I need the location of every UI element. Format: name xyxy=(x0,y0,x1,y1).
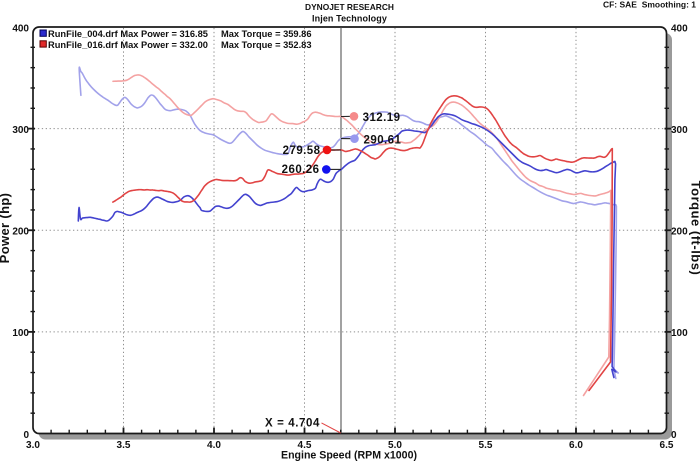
svg-text:279.58: 279.58 xyxy=(283,145,321,157)
svg-text:100: 100 xyxy=(671,328,688,339)
svg-text:5.0: 5.0 xyxy=(388,440,402,451)
svg-text:0: 0 xyxy=(23,430,29,441)
svg-text:DYNOJET RESEARCH: DYNOJET RESEARCH xyxy=(305,2,394,12)
svg-text:6.5: 6.5 xyxy=(660,440,674,451)
svg-text:312.19: 312.19 xyxy=(363,112,401,124)
svg-text:Torque (ft-lbs): Torque (ft-lbs) xyxy=(689,181,700,276)
svg-text:CF: SAE Smoothing: 1: CF: SAE Smoothing: 1 xyxy=(603,0,696,10)
svg-text:X = 4.704: X = 4.704 xyxy=(265,417,320,429)
svg-text:200: 200 xyxy=(671,227,688,238)
svg-text:3.0: 3.0 xyxy=(26,440,40,451)
svg-text:RunFile_004.drf Max Power = 31: RunFile_004.drf Max Power = 316.85 xyxy=(48,29,208,39)
svg-text:290.61: 290.61 xyxy=(364,134,402,146)
svg-text:4.0: 4.0 xyxy=(207,440,221,451)
svg-text:300: 300 xyxy=(12,125,29,136)
svg-text:Max Torque = 359.86: Max Torque = 359.86 xyxy=(221,29,312,39)
svg-text:Engine Speed (RPM x1000): Engine Speed (RPM x1000) xyxy=(281,449,417,461)
svg-text:4.5: 4.5 xyxy=(298,440,312,451)
svg-text:Power (hp): Power (hp) xyxy=(0,193,12,264)
svg-text:3.5: 3.5 xyxy=(117,440,131,451)
svg-text:400: 400 xyxy=(671,23,688,34)
svg-text:400: 400 xyxy=(12,23,29,34)
svg-text:300: 300 xyxy=(671,125,688,136)
svg-text:Injen Technology: Injen Technology xyxy=(312,13,387,23)
svg-text:260.26: 260.26 xyxy=(282,164,320,176)
svg-text:Max Torque = 352.83: Max Torque = 352.83 xyxy=(221,40,312,50)
svg-text:100: 100 xyxy=(12,328,29,339)
svg-text:0: 0 xyxy=(671,430,677,441)
svg-text:6.0: 6.0 xyxy=(569,440,583,451)
svg-text:5.5: 5.5 xyxy=(479,440,493,451)
svg-text:200: 200 xyxy=(12,227,29,238)
svg-text:RunFile_016.drf Max Power = 33: RunFile_016.drf Max Power = 332.00 xyxy=(48,40,208,50)
